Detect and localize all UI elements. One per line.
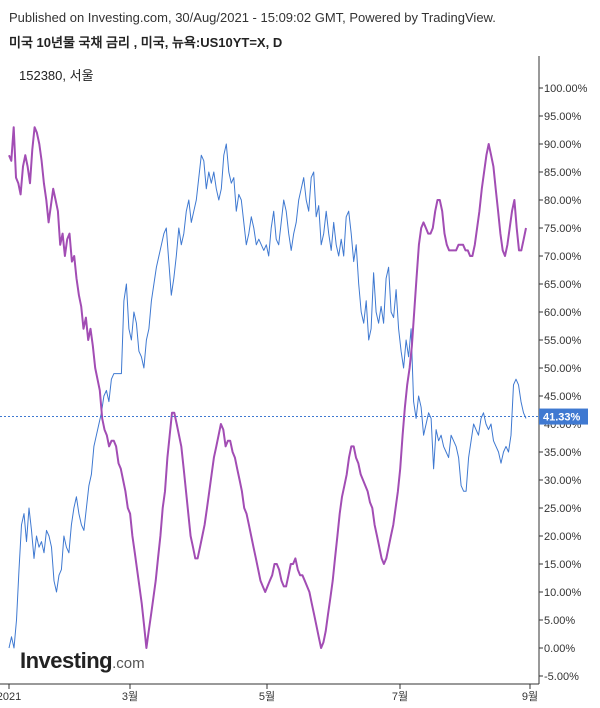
x-axis: 2021 3월 5월 7월 9월 [0, 683, 539, 703]
x-tick-label: 5월 [259, 690, 275, 703]
y-tick-label: 25.00% [544, 503, 582, 515]
y-tick-label: 100.00% [544, 83, 588, 95]
plot-area [0, 126, 539, 649]
logo-wordmark: Investing [20, 648, 113, 673]
y-tick-label: 10.00% [544, 587, 582, 599]
current-value-badge-bg [539, 408, 588, 425]
y-tick-label: 60.00% [544, 307, 582, 319]
y-tick-label: 55.00% [544, 335, 582, 347]
y-tick-label: 85.00% [544, 167, 582, 179]
y-tick-label: 65.00% [544, 279, 582, 291]
published-caption: Published on Investing.com, 30/Aug/2021 … [9, 10, 496, 25]
y-tick-label: -5.00% [544, 671, 579, 683]
y-tick-label: 70.00% [544, 251, 582, 263]
y-axis: 100.00% 95.00% 90.00% 85.00% 80.00% 75.00% 70.… [538, 56, 588, 684]
logo-suffix: .com [112, 655, 145, 672]
overlay-series-label: 152380, 서울 [19, 68, 94, 83]
y-tick-label: 35.00% [544, 447, 582, 459]
current-value-badge: 41.33% [539, 408, 588, 425]
series-line-purple [8, 126, 527, 649]
series-line-blue [8, 143, 527, 649]
y-tick-label: 15.00% [544, 559, 582, 571]
x-tick-label: 2021 [0, 691, 21, 703]
y-tick-label: 45.00% [544, 391, 582, 403]
x-tick-label: 7월 [392, 690, 408, 703]
y-tick-label: 20.00% [544, 531, 582, 543]
investing-logo: Investing.com [20, 648, 145, 674]
y-tick-label: 80.00% [544, 195, 582, 207]
y-tick-label: 90.00% [544, 139, 582, 151]
y-tick-label: 5.00% [544, 615, 575, 627]
y-tick-label: 30.00% [544, 475, 582, 487]
chart-title: 미국 10년물 국채 금리 , 미국, 뉴욕:US10YT=X, D [9, 35, 283, 50]
x-tick-label: 9월 [522, 690, 538, 703]
current-value-badge-label: 41.33% [543, 412, 581, 424]
x-tick-label: 3월 [122, 690, 138, 703]
y-tick-label: 95.00% [544, 111, 582, 123]
y-tick-label: 50.00% [544, 363, 582, 375]
y-tick-label: 75.00% [544, 223, 582, 235]
y-tick-label: 0.00% [544, 643, 575, 655]
